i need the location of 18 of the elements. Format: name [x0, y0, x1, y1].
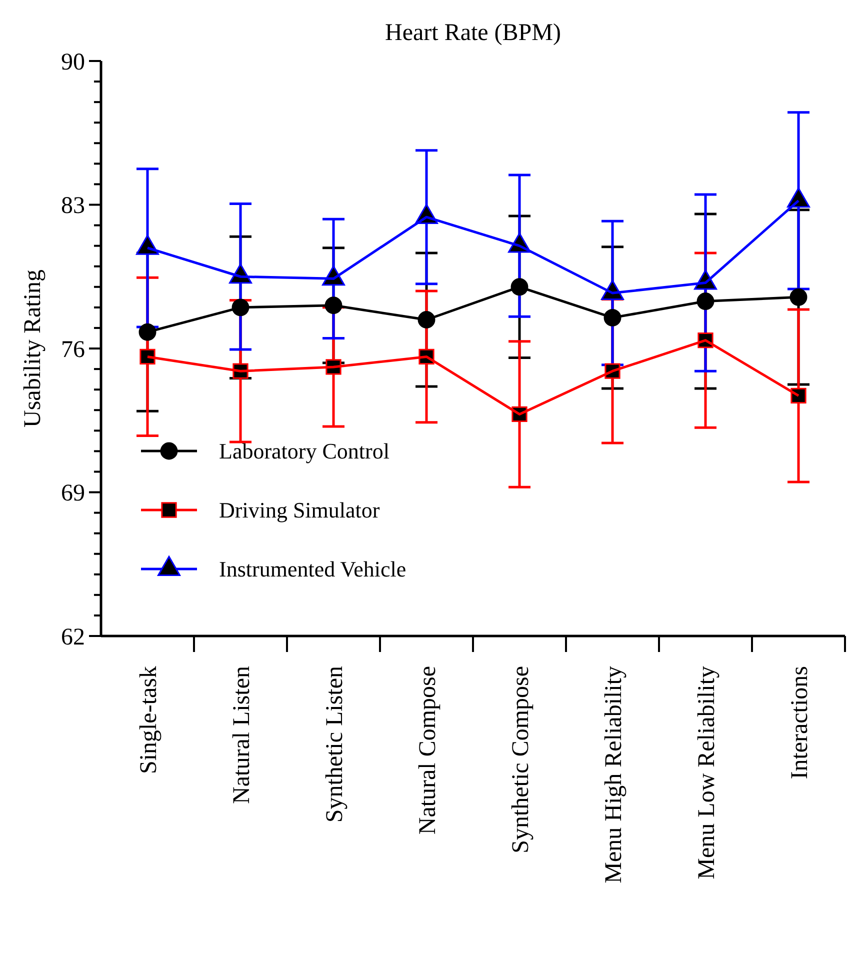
x-tick-label: Interactions [786, 666, 813, 780]
x-tick-label: Menu Low Reliability [694, 666, 720, 880]
x-tick-label: Synthetic Compose [508, 666, 534, 854]
legend-label: Laboratory Control [219, 438, 390, 464]
x-tick-label: Single-task [136, 666, 162, 774]
x-tick-label: Natural Compose [414, 666, 441, 835]
x-tick-label: Synthetic Listen [322, 666, 348, 823]
y-tick-label: 69 [61, 480, 85, 507]
y-tick-label: 76 [61, 336, 85, 363]
legend-label: Instrumented Vehicle [219, 556, 406, 582]
y-tick-label: 83 [61, 193, 85, 220]
legend-label: Driving Simulator [219, 498, 380, 523]
y-tick-label: 62 [61, 624, 85, 650]
chart-title: Heart Rate (BPM) [385, 20, 561, 46]
x-tick-label: Natural Listen [228, 666, 255, 804]
y-axis-title: Usability Rating [20, 270, 46, 428]
y-tick-label: 90 [61, 49, 85, 76]
x-tick-label: Menu High Reliability [600, 666, 627, 884]
